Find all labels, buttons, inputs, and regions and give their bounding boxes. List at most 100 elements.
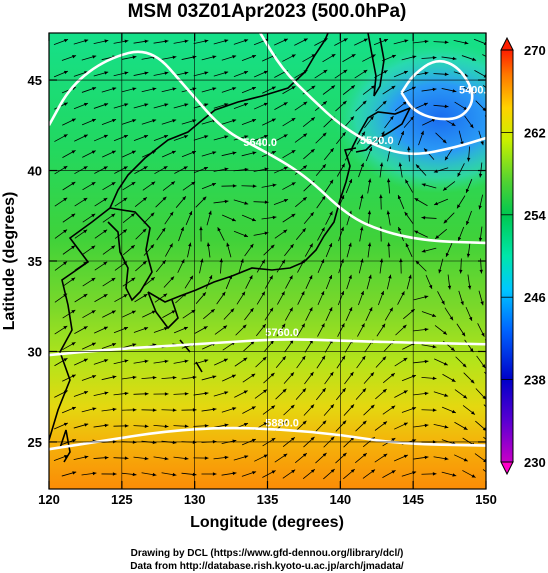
wind-arrowhead <box>405 179 409 184</box>
wind-arrowhead <box>164 39 169 44</box>
wind-arrowhead <box>342 420 347 425</box>
wind-arrowhead <box>184 359 189 363</box>
wind-arrowhead <box>302 453 307 457</box>
wind-streamline <box>488 147 490 162</box>
wind-arrowhead <box>203 326 208 330</box>
wind-arrowhead <box>144 359 149 364</box>
wind-arrowhead <box>212 375 217 379</box>
wind-arrowhead <box>123 134 128 139</box>
wind-arrowhead <box>63 422 68 427</box>
wind-arrowhead <box>241 291 246 296</box>
wind-arrowhead <box>424 359 429 364</box>
wind-arrowhead <box>291 86 296 90</box>
wind-arrowhead <box>204 391 209 396</box>
wind-arrowhead <box>264 200 269 204</box>
wind-arrowhead <box>104 455 109 460</box>
wind-arrowhead <box>291 54 296 58</box>
wind-arrowhead <box>132 408 137 412</box>
wind-arrowhead <box>224 39 229 43</box>
wind-arrowhead <box>323 69 328 74</box>
wind-arrowhead <box>351 54 356 58</box>
wind-arrowhead <box>283 166 288 171</box>
wind-arrowhead <box>226 242 230 247</box>
wind-arrowhead <box>164 71 169 75</box>
wind-arrowhead <box>261 259 265 264</box>
wind-arrowhead <box>360 162 364 167</box>
wind-arrowhead <box>92 375 97 379</box>
wind-arrowhead <box>172 87 177 91</box>
wind-arrowhead <box>402 324 407 329</box>
wind-arrowhead <box>463 426 468 430</box>
wind-arrowhead <box>348 274 352 279</box>
wind-arrowhead <box>132 375 137 380</box>
wind-arrowhead <box>291 150 296 154</box>
wind-arrowhead <box>202 292 206 297</box>
wind-arrowhead <box>249 308 254 312</box>
wind-arrowhead <box>183 326 188 331</box>
wind-arrowhead <box>144 424 149 428</box>
wind-arrowhead <box>359 226 364 231</box>
wind-arrowhead <box>489 124 492 128</box>
wind-arrowhead <box>490 412 494 416</box>
wind-arrowhead <box>124 456 129 460</box>
wind-arrowhead <box>164 103 169 107</box>
wind-arrowhead <box>104 39 109 43</box>
wind-arrowhead <box>490 380 494 384</box>
wind-arrowhead <box>271 470 276 474</box>
wind-arrowhead <box>204 71 209 75</box>
wind-arrowhead <box>302 197 307 201</box>
wind-arrowhead <box>483 74 486 78</box>
wind-arrowhead <box>379 258 384 263</box>
wind-arrowhead <box>172 440 177 445</box>
wind-arrowhead <box>291 118 296 122</box>
wind-arrowhead <box>460 301 464 306</box>
wind-arrowhead <box>444 40 449 44</box>
wind-arrowhead <box>63 134 68 138</box>
wind-arrowhead <box>491 443 495 447</box>
wind-arrowhead <box>424 391 429 396</box>
wind-streamline <box>483 436 486 440</box>
wind-arrowhead <box>183 166 188 170</box>
wind-arrowhead <box>424 71 429 75</box>
wind-arrowhead <box>184 392 189 396</box>
wind-arrowhead <box>361 131 365 136</box>
wind-arrowhead <box>231 217 236 222</box>
wind-arrowhead <box>206 242 211 247</box>
wind-arrowhead <box>467 285 472 290</box>
wind-arrowhead <box>421 216 426 220</box>
wind-arrowhead <box>152 472 157 477</box>
contour-value-label: 5640.0 <box>243 137 277 149</box>
wind-arrowhead <box>91 310 96 314</box>
wind-arrowhead <box>290 244 294 249</box>
wind-arrowhead <box>471 411 475 415</box>
wind-arrowhead <box>71 245 76 250</box>
wind-arrowhead <box>383 453 388 458</box>
wind-arrowhead <box>251 406 256 410</box>
wind-arrowhead <box>164 135 169 139</box>
wind-arrowhead <box>232 471 237 476</box>
wind-arrowhead <box>111 310 116 314</box>
wind-arrowhead <box>330 436 335 441</box>
wind-arrowhead <box>386 210 391 215</box>
wind-streamline <box>485 307 486 308</box>
wind-arrowhead <box>389 307 393 312</box>
wind-arrowhead <box>414 198 419 202</box>
wind-arrowhead <box>83 326 88 330</box>
wind-streamline <box>482 54 486 57</box>
wind-arrowhead <box>328 275 333 280</box>
wind-arrowhead <box>84 423 89 427</box>
wind-arrowhead <box>362 100 367 105</box>
wind-arrowhead <box>231 374 236 378</box>
wind-arrowhead <box>192 87 197 91</box>
wind-arrowhead <box>340 291 345 296</box>
wind-arrowhead <box>211 182 216 187</box>
wind-arrowhead <box>283 229 288 234</box>
wind-arrowhead <box>172 55 177 59</box>
wind-arrowhead <box>244 103 249 107</box>
wind-arrowhead <box>328 243 333 248</box>
wind-arrowhead <box>481 332 485 337</box>
wind-arrowhead <box>91 182 96 186</box>
wind-arrowhead <box>342 100 347 105</box>
wind-arrowhead <box>386 178 391 183</box>
wind-arrowhead <box>445 252 450 257</box>
